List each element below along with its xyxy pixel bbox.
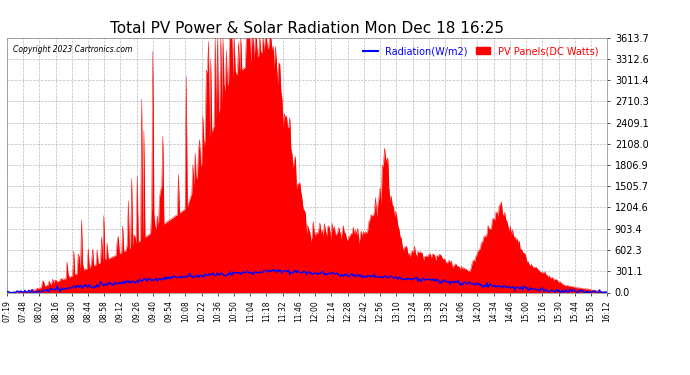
Title: Total PV Power & Solar Radiation Mon Dec 18 16:25: Total PV Power & Solar Radiation Mon Dec… [110, 21, 504, 36]
Text: Copyright 2023 Cartronics.com: Copyright 2023 Cartronics.com [13, 45, 132, 54]
Legend: Radiation(W/m2), PV Panels(DC Watts): Radiation(W/m2), PV Panels(DC Watts) [359, 42, 602, 60]
